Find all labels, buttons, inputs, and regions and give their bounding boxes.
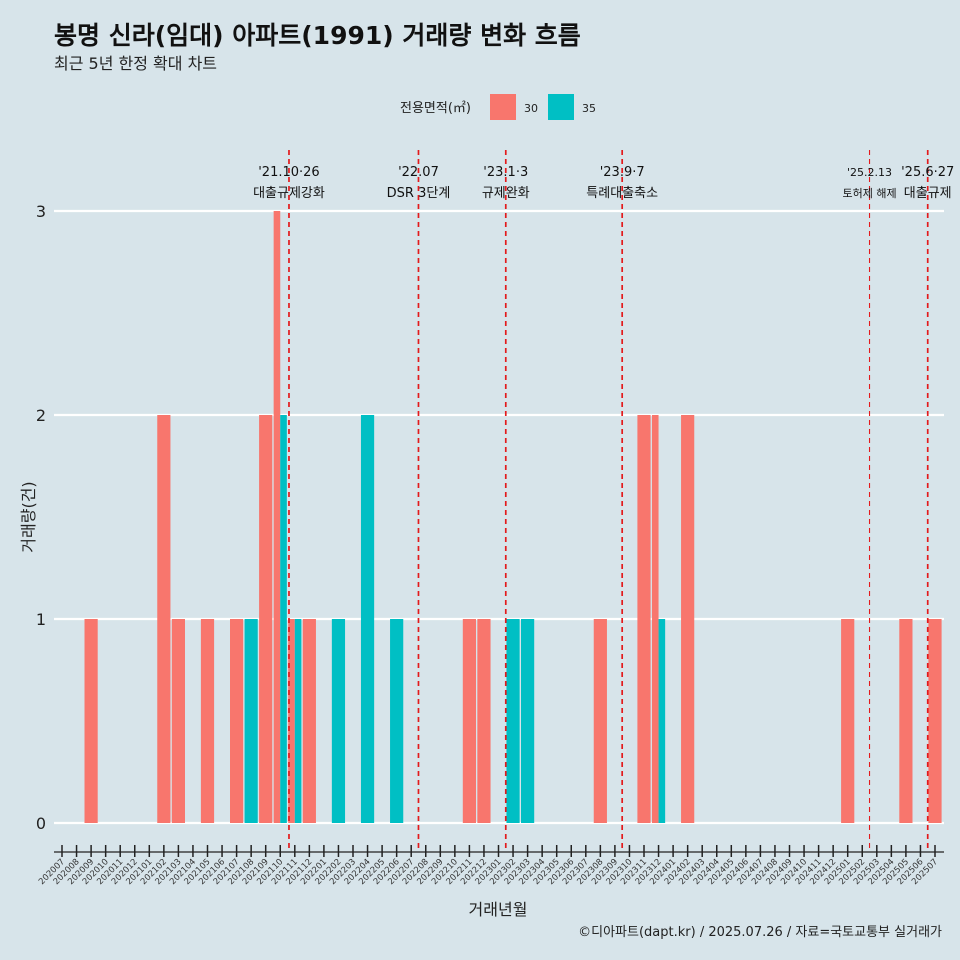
bar-202206-35 (390, 619, 404, 823)
legend-key-30 (490, 94, 516, 120)
y-tick-label: 1 (36, 610, 46, 629)
bar-202312-35 (658, 619, 666, 823)
y-tick-label: 3 (36, 202, 46, 221)
y-gridlines (54, 209, 944, 825)
y-axis-label: 거래량(건) (19, 481, 38, 552)
event-name-label: 대출규제강화 (253, 186, 325, 201)
chart-caption: ©디아파트(dapt.kr) / 2025.07.26 / 자료=국토교통부 실… (578, 925, 942, 940)
event-name-label: DSR 3단계 (387, 186, 451, 201)
event-markers: '21.10·26 대출규제강화 '22.07 DSR 3단계 '23.1·3 규제완화 '… (253, 150, 954, 852)
bar-202311-30 (637, 415, 651, 823)
bar-202303-35 (521, 619, 535, 823)
bar-202108-35 (244, 619, 258, 823)
bar-202505-30 (899, 619, 913, 823)
bar-202105-30 (200, 619, 215, 823)
event-name-label: 대출규제 (904, 186, 952, 201)
bar-202212-30 (477, 619, 491, 823)
bar-202111-30 (288, 619, 295, 823)
event-date-label: '25.2.13 (847, 166, 892, 179)
legend-key-35 (548, 94, 574, 120)
event-date-label: '25.6·27 (901, 165, 954, 180)
legend-title: 전용면적(㎡) (400, 101, 471, 116)
y-tick-label: 2 (36, 406, 46, 425)
bar-202211-30 (462, 619, 476, 823)
bar-202202-35 (331, 619, 346, 823)
bar-202402-30 (681, 415, 695, 823)
event-date-label: '23.1·3 (483, 165, 528, 180)
event-date-label: '21.10·26 (258, 165, 319, 180)
bar-202009-30 (84, 619, 98, 823)
bar-202109-30 (259, 415, 273, 823)
x-axis-label: 거래년월 (469, 900, 528, 919)
legend: 전용면적(㎡) 30 35 (400, 94, 596, 120)
x-axis: 2020072020082020092020102020112020122021… (37, 845, 944, 887)
event-name-label: 토허제 해제 (842, 186, 896, 200)
event-date-label: '22.07 (398, 165, 439, 180)
event-name-label: 규제완화 (482, 186, 530, 201)
event-name-label: 특례대출축소 (586, 186, 658, 201)
bar-202107-30 (230, 619, 244, 823)
bar-202103-30 (171, 619, 185, 823)
bar-202312-30 (651, 415, 659, 823)
bar-202204-35 (360, 415, 375, 823)
chart-title: 봉명 신라(임대) 아파트(1991) 거래량 변화 흐름 (54, 21, 581, 50)
legend-label-35: 35 (582, 102, 596, 115)
bar-202302-35 (506, 619, 520, 823)
bar-202110-30 (273, 211, 281, 823)
bar-202501-30 (841, 619, 855, 823)
legend-label-30: 30 (524, 102, 538, 115)
bar-202507-30 (928, 619, 942, 823)
bar-202112-30 (302, 619, 316, 823)
bar-202111-35 (294, 619, 302, 823)
bar-202102-30 (157, 415, 171, 823)
event-date-label: '23.9·7 (600, 165, 645, 180)
chart-subtitle: 최근 5년 한정 확대 차트 (54, 54, 217, 73)
bar-202308-30 (593, 619, 607, 823)
y-tick-labels: 0 1 2 3 (36, 202, 46, 833)
y-tick-label: 0 (36, 814, 46, 833)
bar-202110-35 (280, 415, 287, 823)
bars (84, 211, 942, 823)
